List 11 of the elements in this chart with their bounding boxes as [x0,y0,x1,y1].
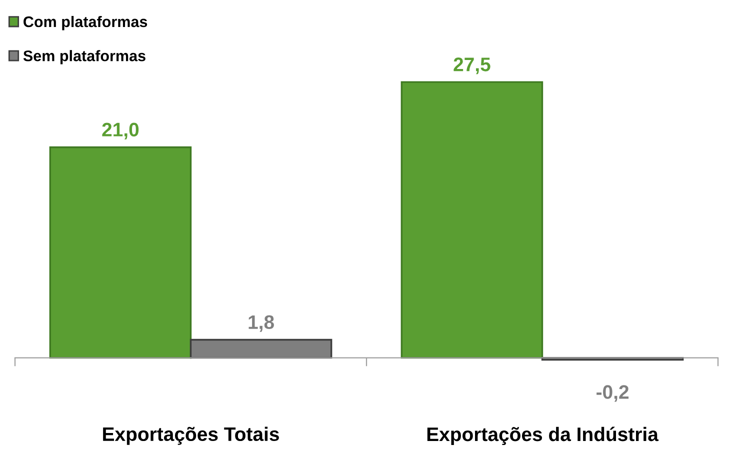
legend-label: Sem plataformas [23,50,146,64]
data-label: 1,8 [248,315,274,332]
data-label: 21,0 [102,122,139,140]
bar [49,146,192,359]
x-tick-label: Exportações Totais [103,426,279,445]
legend-label: Com plataformas [24,16,148,30]
bar [400,81,544,359]
data-label: 27,5 [454,58,490,74]
bar [190,338,332,359]
data-label: -0,2 [596,385,629,402]
x-tick-label: Exportações da Indústria [427,426,659,446]
